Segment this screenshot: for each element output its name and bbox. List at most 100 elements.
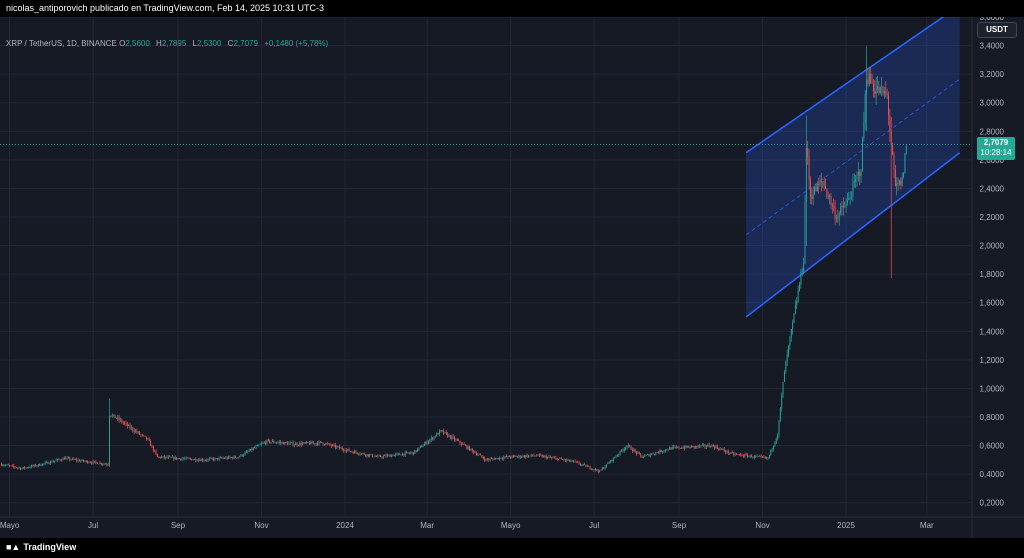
price-chart[interactable]: 0,2000 0,4000 0,6000 0,8000 1,0000 1,2000 1,40… [0, 17, 1024, 538]
candle-body [756, 456, 758, 457]
candle-body [198, 459, 199, 461]
candle-body [362, 453, 364, 454]
candle-body [523, 455, 525, 458]
candle-body [766, 457, 768, 459]
candle-body [534, 455, 536, 457]
candle-body [619, 450, 621, 455]
candle-body [296, 443, 298, 446]
currency-button[interactable]: USDT [977, 22, 1017, 38]
candle-body [738, 454, 740, 455]
x-tick-label: 2025 [837, 521, 855, 530]
candle-body [825, 185, 826, 189]
candle-body [400, 454, 402, 456]
candle-body [830, 196, 832, 206]
candle-body [525, 455, 527, 458]
candle-body [3, 465, 5, 466]
candle-body [430, 437, 432, 440]
x-tick-label: Sep [672, 521, 687, 530]
candle-body [343, 449, 345, 451]
candle-body [659, 450, 661, 453]
candle-body [563, 459, 565, 461]
candle-body [72, 458, 74, 460]
candle-body [834, 207, 836, 219]
candle-body [29, 467, 31, 468]
candle-body [287, 442, 288, 445]
candle-body [543, 456, 544, 458]
candle-body [445, 432, 447, 434]
candle-body [26, 467, 28, 469]
candle-body [677, 446, 679, 448]
candle-body [297, 445, 299, 446]
footer: ■▲ TradingView [0, 538, 1024, 558]
candle-body [590, 468, 592, 470]
candle-body [374, 456, 376, 458]
candle-body [366, 454, 368, 456]
candle-body [898, 180, 900, 184]
candle-body [760, 456, 762, 457]
candle-body [14, 466, 16, 468]
candle-body [6, 464, 8, 466]
last-price-badge: 2,7079 10:28:14 [977, 137, 1015, 161]
candle-body [697, 445, 699, 447]
candle-body [356, 452, 358, 454]
candle-body [584, 464, 586, 465]
candle-body [477, 454, 479, 456]
candle-body [808, 156, 810, 180]
candle-body [877, 86, 879, 89]
candle-body [358, 453, 360, 455]
candle-body [83, 459, 84, 462]
candle-body [875, 88, 877, 94]
candle-body [192, 459, 194, 461]
candle-body [656, 452, 658, 454]
candle-body [883, 90, 885, 94]
candle-body [196, 460, 198, 462]
candle-body [308, 442, 310, 445]
candle-body [616, 454, 618, 457]
symbol-name[interactable]: XRP / TetherUS, 1D, BINANCE [6, 39, 117, 48]
candle-body [314, 443, 316, 444]
candle-body [741, 454, 743, 457]
chart-area[interactable]: 0,2000 0,4000 0,6000 0,8000 1,0000 1,2000 1,40… [0, 17, 1024, 538]
candle-body [291, 442, 293, 444]
candle-body [855, 179, 857, 181]
candle-body [734, 454, 736, 455]
tradingview-logo[interactable]: ■▲ TradingView [6, 542, 76, 552]
candle-body [187, 457, 189, 459]
x-tick-label: Nov [254, 521, 268, 530]
candle-body [703, 444, 705, 446]
candle-body [410, 452, 412, 454]
candle-body [851, 196, 853, 198]
candle-body [295, 443, 297, 445]
candle-body [408, 453, 410, 454]
brand-name: TradingView [23, 542, 77, 552]
candle-body [510, 457, 512, 458]
x-tick-label: Mar [420, 521, 434, 530]
candle-body [848, 197, 850, 201]
candle-body [868, 73, 870, 85]
candle-body [224, 458, 225, 459]
candle-body [863, 122, 865, 139]
candle-body [897, 183, 899, 184]
candle-body [114, 414, 116, 419]
candle-body [481, 455, 483, 458]
candle-body [228, 456, 230, 459]
candle-body [54, 460, 56, 462]
candle-body [214, 458, 216, 460]
candle-body [566, 459, 568, 461]
candle-body [288, 443, 290, 445]
y-tick-label: 1,0000 [980, 384, 1005, 393]
candle-body [489, 458, 491, 460]
candle-body [689, 446, 691, 448]
candle-body [161, 456, 163, 458]
candle-body [219, 457, 221, 459]
candle-body [536, 455, 538, 457]
candle-body [15, 467, 17, 468]
candle-body [334, 444, 336, 448]
candle-body [842, 206, 844, 208]
candle-body [173, 456, 175, 460]
candle-body [610, 459, 612, 463]
candle-body [458, 440, 460, 442]
candle-body [436, 433, 438, 437]
candle-body [313, 443, 314, 444]
candle-body [519, 455, 521, 458]
